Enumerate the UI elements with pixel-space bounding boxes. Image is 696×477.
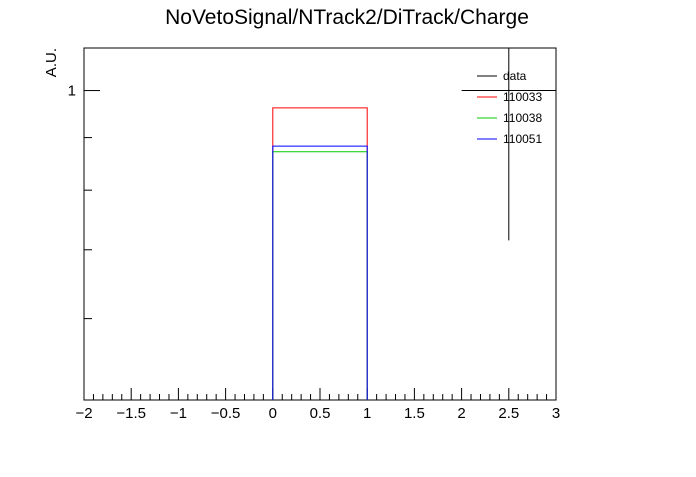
plot-frame <box>83 47 557 401</box>
ticks-layer: −2 −1.5 −1 −0.5 0 0.5 1 1.5 2 2.5 3 1 <box>68 83 561 422</box>
histogram-bar-110038 <box>272 151 368 400</box>
legend-label-110038: 110038 <box>503 111 542 125</box>
x-tick-label: 1 <box>363 405 371 422</box>
x-tick-label: 2 <box>457 405 465 422</box>
x-tick-label: 3 <box>552 405 560 422</box>
x-tick-label: 2.5 <box>498 405 519 422</box>
y-tick-label: 1 <box>68 83 76 100</box>
series-layer <box>272 48 556 400</box>
legend-label-110033: 110033 <box>503 90 542 104</box>
histogram-bar-110051 <box>272 145 368 400</box>
x-tick-label: −2 <box>75 405 92 422</box>
x-tick-label: 0 <box>269 405 277 422</box>
legend-label-data: data <box>503 69 527 83</box>
x-tick-label: 0.5 <box>310 405 331 422</box>
chart-title: NoVetoSignal/NTrack2/DiTrack/Charge <box>165 6 529 29</box>
x-tick-label: 1.5 <box>404 405 425 422</box>
y-axis-label: A.U. <box>43 48 60 77</box>
x-tick-label: −0.5 <box>211 405 241 422</box>
x-tick-label: −1 <box>170 405 187 422</box>
x-tick-label: −1.5 <box>116 405 146 422</box>
legend-label-110051: 110051 <box>503 132 542 146</box>
legend: data 110033 110038 110051 <box>477 69 542 146</box>
